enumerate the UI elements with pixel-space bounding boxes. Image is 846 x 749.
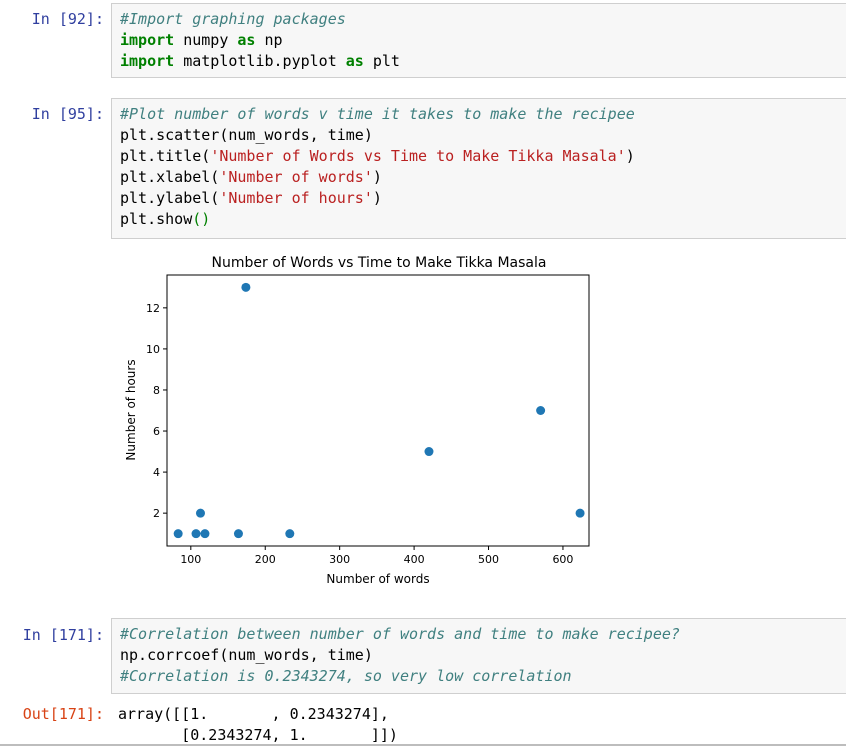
scatter-point	[575, 508, 585, 518]
y-tick-label: 12	[146, 302, 160, 315]
code-line: import numpy as np	[120, 30, 838, 51]
code-cell-correlation[interactable]: #Correlation between number of words and…	[111, 618, 846, 694]
cell-prompt-out-171: Out[171]:	[22, 705, 104, 723]
code-token: plt.ylabel(	[120, 189, 220, 207]
x-tick-label: 400	[404, 553, 425, 566]
code-line: #Import graphing packages	[120, 9, 838, 30]
code-token: )	[372, 189, 382, 207]
cell-prompt-in-171: In [171]:	[22, 626, 104, 644]
code-token: plt.xlabel(	[120, 168, 220, 186]
scatter-point	[285, 529, 295, 539]
code-token: #Plot number of words v time it takes to…	[120, 105, 635, 123]
code-token: plt.title(	[120, 147, 211, 165]
scatter-point	[195, 508, 205, 518]
code-token: plt.scatter(num_words, time)	[120, 126, 373, 144]
code-token: as	[345, 52, 364, 70]
scatter-points	[173, 282, 585, 539]
y-tick-label: 6	[153, 425, 160, 438]
cell-prompt-in-95: In [95]:	[31, 105, 104, 123]
code-line: import matplotlib.pyplot as plt	[120, 51, 838, 72]
bottom-divider	[0, 744, 846, 746]
code-line: plt.scatter(num_words, time)	[120, 125, 838, 146]
code-line: #Correlation is 0.2343274, so very low c…	[120, 666, 838, 687]
y-tick-label: 10	[146, 343, 160, 356]
scatter-point	[200, 529, 210, 539]
x-tick-label: 600	[552, 553, 573, 566]
y-axis-label: Number of hours	[124, 359, 138, 460]
code-token: 'Number of words'	[219, 168, 373, 186]
x-axis-label: Number of words	[326, 572, 429, 586]
code-line: plt.ylabel('Number of hours')	[120, 188, 838, 209]
code-token: numpy	[174, 31, 238, 49]
y-tick-label: 8	[153, 384, 160, 397]
code-token: np	[255, 31, 283, 49]
code-cell-plot[interactable]: #Plot number of words v time it takes to…	[111, 98, 846, 239]
x-tick-label: 200	[255, 553, 276, 566]
y-tick-label: 2	[153, 507, 160, 520]
code-token: np.corrcoef(num_words, time)	[120, 646, 373, 664]
code-token: )	[372, 168, 382, 186]
code-token: #Import graphing packages	[120, 10, 346, 28]
code-token: matplotlib.pyplot	[174, 52, 346, 70]
chart-title: Number of Words vs Time to Make Tikka Ma…	[212, 255, 547, 271]
x-tick-label: 100	[180, 553, 201, 566]
code-line: #Plot number of words v time it takes to…	[120, 104, 838, 125]
code-token: #Correlation between number of words and…	[120, 625, 680, 643]
code-token: #Correlation is 0.2343274, so very low c…	[120, 667, 572, 685]
cell-prompt-in-92: In [92]:	[31, 10, 104, 28]
scatter-point	[233, 529, 243, 539]
code-line: #Correlation between number of words and…	[120, 624, 838, 645]
scatter-chart: Number of Words vs Time to Make Tikka Ma…	[124, 255, 590, 586]
plot-area	[166, 274, 590, 547]
code-line: plt.xlabel('Number of words')	[120, 167, 838, 188]
scatter-point	[536, 406, 546, 415]
scatter-point	[241, 282, 251, 292]
code-line: plt.title('Number of Words vs Time to Ma…	[120, 146, 838, 167]
x-tick-label: 300	[329, 553, 350, 566]
output-line-2: [0.2343274, 1. ]])	[118, 726, 398, 744]
code-line: plt.show()	[120, 209, 838, 230]
x-tick-label: 500	[478, 553, 499, 566]
code-token: as	[237, 31, 256, 49]
code-line: np.corrcoef(num_words, time)	[120, 645, 838, 666]
code-token: )	[625, 147, 635, 165]
output-line-1: array([[1. , 0.2343274],	[118, 705, 389, 723]
code-token: ()	[192, 210, 211, 228]
code-token: import	[120, 31, 175, 49]
code-token: 'Number of Words vs Time to Make Tikka M…	[210, 147, 626, 165]
y-axis-ticks: 2 4 6 8 10 12	[146, 302, 167, 520]
code-token: 'Number of hours'	[219, 189, 373, 207]
scatter-point	[191, 529, 201, 539]
scatter-point	[424, 447, 434, 457]
code-token: plt	[363, 52, 400, 70]
y-tick-label: 4	[153, 466, 160, 479]
code-token: plt.show	[120, 210, 193, 228]
x-axis-ticks: 100 200 300 400 500 600	[180, 546, 573, 566]
code-cell-import[interactable]: #Import graphing packages import numpy as…	[111, 3, 846, 78]
code-token: import	[120, 52, 175, 70]
scatter-point	[173, 529, 183, 539]
